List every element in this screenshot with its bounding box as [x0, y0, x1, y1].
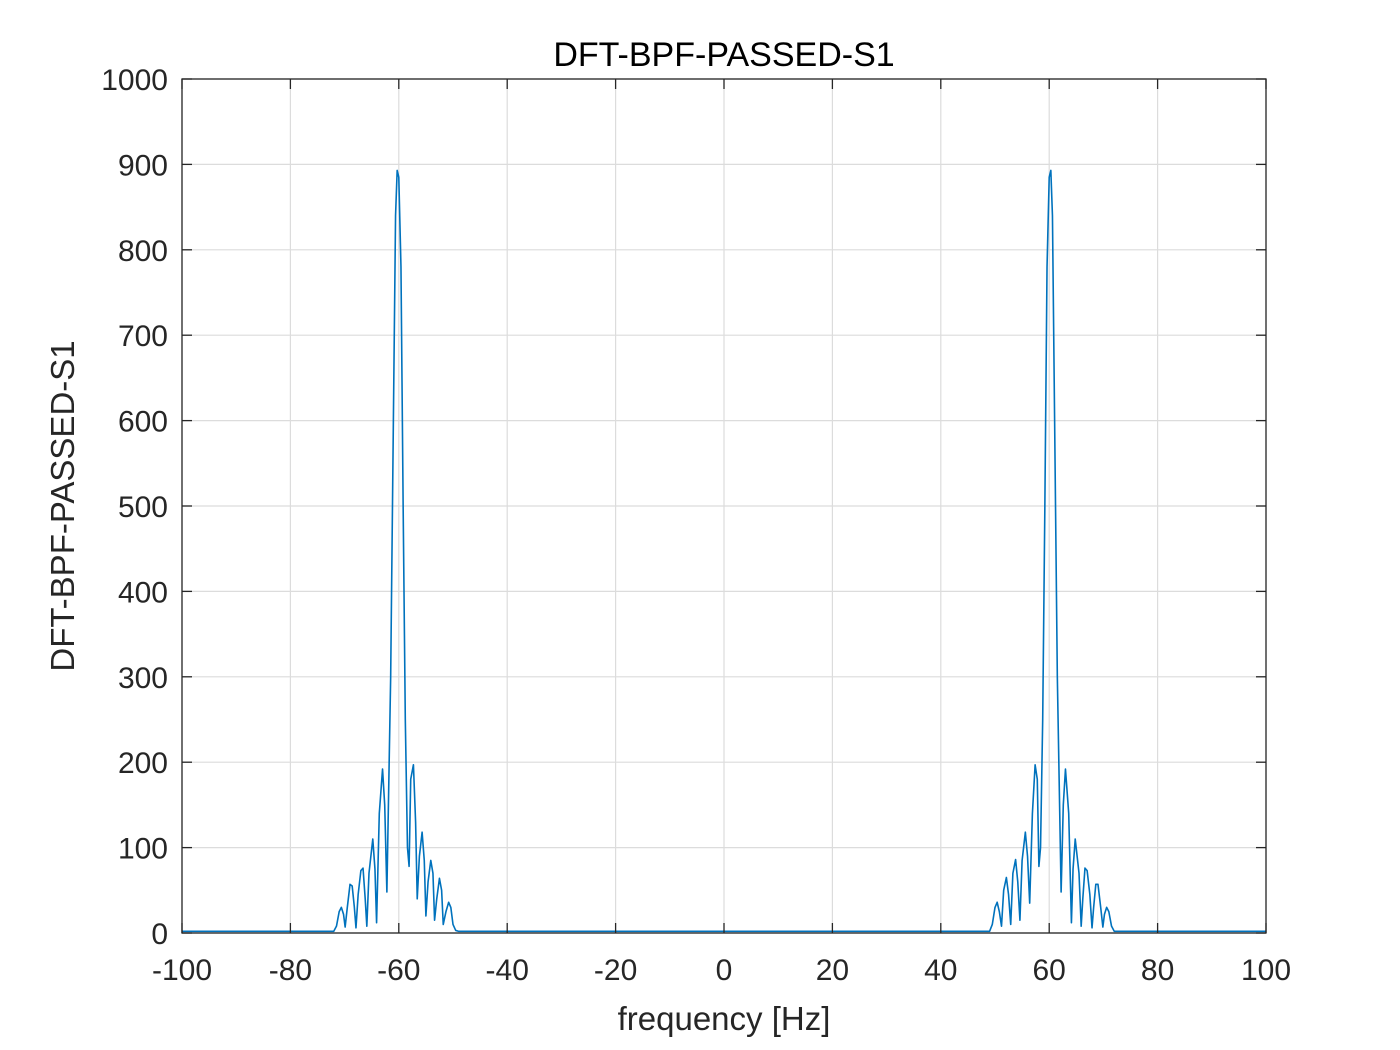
- y-axis-label: DFT-BPF-PASSED-S1: [44, 340, 81, 671]
- x-tick-label: -60: [377, 954, 420, 987]
- x-tick-label: 60: [1033, 954, 1066, 987]
- y-tick-label: 1000: [101, 64, 168, 97]
- x-axis-label: frequency [Hz]: [618, 1000, 831, 1037]
- x-tick-label: 80: [1141, 954, 1174, 987]
- x-tick-label: -100: [152, 954, 212, 987]
- series-layer: [182, 169, 1266, 933]
- x-tick-label: 100: [1241, 954, 1291, 987]
- x-tick-label: -80: [269, 954, 312, 987]
- series-line: [182, 169, 1266, 933]
- x-tick-label: -40: [486, 954, 529, 987]
- x-tick-labels: -100 -80 -60 -40 -20 0 20 40 60 80 100: [152, 954, 1291, 987]
- x-tick-label: -20: [594, 954, 637, 987]
- x-tick-label: 40: [924, 954, 957, 987]
- y-tick-label: 600: [118, 406, 168, 439]
- y-tick-labels: 0 100 200 300 400 500 600 700 800 900 1000: [101, 64, 168, 951]
- tick-marks: [181, 78, 1267, 934]
- x-tick-label: 20: [816, 954, 849, 987]
- y-tick-label: 0: [151, 918, 168, 951]
- y-tick-label: 500: [118, 491, 168, 524]
- x-tick-label: 0: [716, 954, 733, 987]
- y-tick-label: 900: [118, 149, 168, 182]
- y-tick-label: 700: [118, 320, 168, 353]
- y-tick-label: 300: [118, 662, 168, 695]
- y-tick-label: 100: [118, 833, 168, 866]
- chart-title: DFT-BPF-PASSED-S1: [553, 36, 894, 74]
- y-tick-label: 800: [118, 235, 168, 268]
- y-tick-label: 400: [118, 576, 168, 609]
- y-tick-label: 200: [118, 747, 168, 780]
